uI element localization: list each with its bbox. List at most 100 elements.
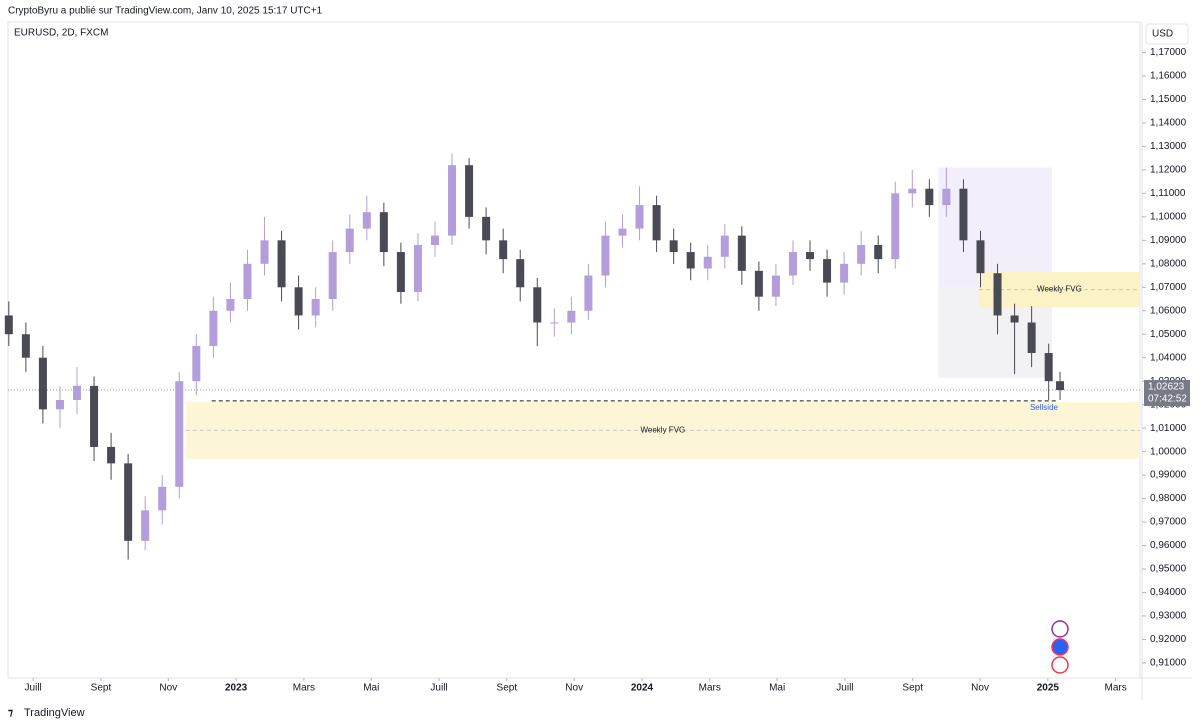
y-tick-label: 1,09000	[1150, 235, 1187, 246]
y-tick-label: 0,97000	[1150, 517, 1187, 528]
candle-body	[533, 287, 542, 323]
candle-body	[260, 240, 269, 264]
candle-body	[993, 273, 1002, 316]
candle-body	[277, 240, 286, 288]
x-tick-label: Mai	[769, 683, 785, 694]
candle-body	[686, 252, 695, 269]
candle-body	[618, 228, 627, 236]
candle-body	[788, 252, 797, 276]
candle-body	[1056, 381, 1065, 391]
x-tick-label: Sept	[497, 683, 518, 694]
candle-body	[413, 245, 422, 292]
candle-body	[720, 235, 729, 257]
x-tick-label: Nov	[971, 683, 989, 694]
candle-body	[550, 322, 559, 324]
event-icon[interactable]	[1051, 638, 1069, 656]
event-icon[interactable]	[1051, 656, 1069, 674]
x-tick-label: Juill	[430, 683, 447, 694]
y-tick-label: 0,92000	[1150, 634, 1187, 645]
candle-body	[482, 216, 491, 241]
candle-body	[635, 205, 644, 229]
candle-body	[55, 399, 64, 410]
y-tick-label: 1,06000	[1150, 305, 1187, 316]
y-tick-label: 1,12000	[1150, 165, 1187, 176]
candle-body	[4, 315, 13, 335]
x-tick-label: Sept	[902, 683, 923, 694]
y-tick-label: 1,00000	[1150, 446, 1187, 457]
y-tick-label: 0,96000	[1150, 540, 1187, 551]
candle-body	[840, 263, 849, 283]
candle-body	[823, 259, 832, 283]
x-tick-label: Juill	[836, 683, 853, 694]
x-tick-label: Mars	[699, 683, 721, 694]
y-tick-label: 1,17000	[1150, 47, 1187, 58]
sellside-label: Sellside	[1030, 403, 1059, 412]
y-tick-label: 1,13000	[1150, 141, 1187, 152]
y-tick-label: 1,11000	[1150, 188, 1186, 199]
event-icon[interactable]	[1051, 620, 1069, 638]
y-tick-label: 0,99000	[1150, 470, 1187, 481]
candle-body	[141, 510, 150, 541]
currency-box[interactable]	[1145, 23, 1189, 45]
candle-body	[107, 446, 116, 464]
candle-body	[379, 212, 388, 253]
candle-body	[21, 334, 30, 358]
candle-body	[737, 235, 746, 271]
candle-body	[1044, 353, 1053, 382]
y-tick-label: 1,16000	[1150, 71, 1187, 82]
candle-body	[430, 235, 439, 246]
x-tick-label: Mars	[1105, 683, 1127, 694]
y-tick-label: 1,15000	[1150, 94, 1187, 105]
candle-body	[38, 357, 47, 410]
x-tick-label: Nov	[565, 683, 583, 694]
y-tick-label: 1,01000	[1150, 423, 1187, 434]
candle-body	[703, 256, 712, 269]
candle-body	[362, 212, 371, 229]
last-price-label: 1,02623	[1148, 382, 1185, 393]
y-tick-label: 1,05000	[1150, 329, 1187, 340]
currency: USD	[1152, 29, 1173, 40]
candle-body	[345, 228, 354, 253]
candle-body	[1010, 315, 1019, 323]
candle-body	[90, 385, 99, 447]
y-tick-label: 0,91000	[1150, 658, 1187, 669]
candle-body	[124, 463, 133, 541]
symbol-title: EURUSD, 2D, FXCM	[14, 28, 108, 39]
candle-body	[396, 252, 405, 292]
candle-body	[584, 275, 593, 311]
candle-body	[243, 263, 252, 300]
footer: TradingView	[24, 707, 85, 719]
candle-body	[942, 188, 951, 206]
candle-body	[294, 287, 303, 316]
y-tick-label: 0,93000	[1150, 611, 1187, 622]
logo-mark: ⁊	[8, 708, 13, 719]
x-tick-label: 2024	[631, 683, 654, 694]
y-tick-label: 1,07000	[1150, 282, 1187, 293]
candle-body	[925, 188, 934, 206]
y-tick-label: 1,08000	[1150, 258, 1187, 269]
x-tick-label: 2025	[1037, 683, 1060, 694]
last-price-box	[1144, 380, 1190, 407]
x-tick-label: Mai	[363, 683, 379, 694]
x-tick-label: Sept	[91, 683, 112, 694]
x-tick-label: Mars	[293, 683, 315, 694]
candle-body	[857, 245, 866, 264]
candle-body	[754, 270, 763, 297]
fvg-label: Weekly FVG	[1037, 285, 1082, 294]
candle-body	[908, 188, 917, 194]
candle-body	[567, 310, 576, 323]
y-tick-label: 0,95000	[1150, 564, 1187, 575]
range-box	[938, 167, 1052, 287]
candle-body	[72, 385, 81, 400]
countdown: 07:42:52	[1148, 394, 1187, 405]
candle-body	[226, 299, 235, 311]
candle-body	[652, 205, 661, 241]
candle-body	[874, 245, 883, 260]
candle-body	[806, 252, 815, 260]
candle-body	[601, 235, 610, 276]
candle-body	[891, 193, 900, 260]
candle-body	[669, 240, 678, 253]
candle-body	[771, 275, 780, 297]
x-tick-label: 2023	[225, 683, 248, 694]
